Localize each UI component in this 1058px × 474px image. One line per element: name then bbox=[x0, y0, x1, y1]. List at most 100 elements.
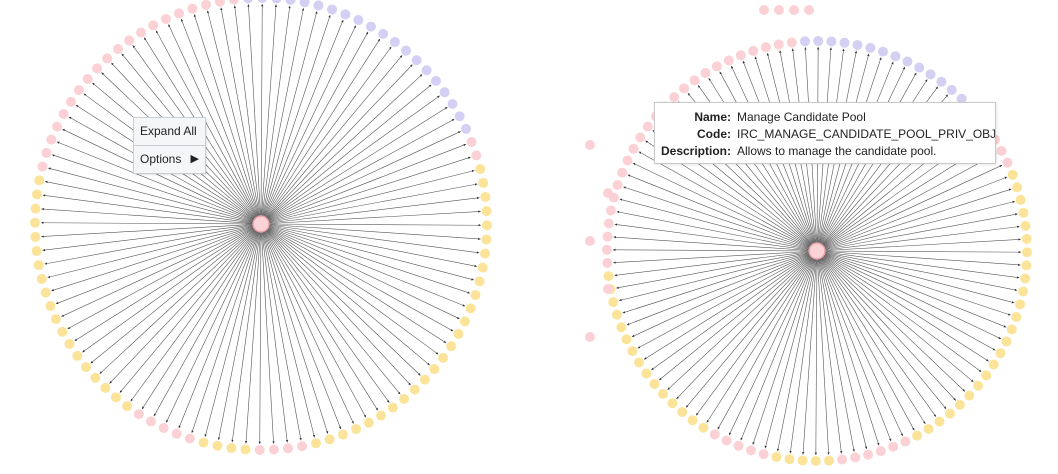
child-node[interactable] bbox=[611, 309, 622, 320]
child-node[interactable] bbox=[723, 55, 734, 66]
child-node[interactable] bbox=[40, 287, 51, 298]
child-node[interactable] bbox=[254, 444, 265, 455]
child-node[interactable] bbox=[64, 339, 75, 350]
child-node[interactable] bbox=[41, 147, 52, 158]
child-node[interactable] bbox=[447, 98, 458, 109]
child-node[interactable] bbox=[81, 362, 92, 373]
child-node[interactable] bbox=[454, 111, 465, 122]
child-node[interactable] bbox=[480, 191, 491, 202]
child-node[interactable] bbox=[158, 422, 169, 433]
child-node[interactable] bbox=[271, 0, 282, 4]
child-node[interactable] bbox=[470, 290, 481, 301]
child-node[interactable] bbox=[711, 61, 722, 72]
child-node[interactable] bbox=[387, 402, 398, 413]
child-node[interactable] bbox=[376, 410, 387, 421]
child-node[interactable] bbox=[430, 75, 441, 86]
child-node[interactable] bbox=[745, 445, 756, 456]
child-node[interactable] bbox=[228, 0, 239, 5]
child-node[interactable] bbox=[865, 42, 876, 53]
child-node[interactable] bbox=[102, 53, 113, 64]
child-node[interactable] bbox=[852, 39, 863, 50]
child-node[interactable] bbox=[603, 271, 614, 282]
child-node[interactable] bbox=[31, 246, 42, 257]
child-node[interactable] bbox=[58, 109, 69, 120]
child-node[interactable] bbox=[964, 390, 975, 401]
child-node[interactable] bbox=[954, 399, 965, 410]
child-node[interactable] bbox=[171, 428, 182, 439]
child-node[interactable] bbox=[446, 341, 457, 352]
child-node[interactable] bbox=[839, 37, 850, 48]
child-node[interactable] bbox=[299, 0, 310, 8]
child-node[interactable] bbox=[481, 206, 492, 217]
child-node[interactable] bbox=[324, 434, 335, 445]
child-node[interactable] bbox=[466, 136, 477, 147]
child-node[interactable] bbox=[340, 9, 351, 20]
child-node[interactable] bbox=[135, 27, 146, 38]
child-node[interactable] bbox=[122, 401, 133, 412]
child-node[interactable] bbox=[621, 334, 632, 345]
child-node[interactable] bbox=[82, 73, 93, 84]
child-node[interactable] bbox=[1011, 312, 1022, 323]
child-node[interactable] bbox=[995, 348, 1006, 359]
child-node[interactable] bbox=[689, 75, 700, 86]
child-node[interactable] bbox=[465, 303, 476, 314]
child-node[interactable] bbox=[890, 51, 901, 62]
expand-all-menu-item[interactable]: Expand All bbox=[134, 118, 205, 145]
child-node[interactable] bbox=[733, 440, 744, 451]
child-node[interactable] bbox=[478, 177, 489, 188]
child-node[interactable] bbox=[635, 132, 646, 143]
child-node[interactable] bbox=[649, 378, 660, 389]
child-node[interactable] bbox=[622, 155, 633, 166]
child-node[interactable] bbox=[642, 121, 653, 132]
child-node[interactable] bbox=[914, 62, 925, 73]
child-node[interactable] bbox=[946, 84, 957, 95]
child-node[interactable] bbox=[800, 36, 811, 47]
child-node[interactable] bbox=[677, 407, 688, 418]
child-node[interactable] bbox=[31, 189, 42, 200]
child-node[interactable] bbox=[45, 301, 56, 312]
expanded-node[interactable] bbox=[603, 284, 613, 294]
child-node[interactable] bbox=[823, 455, 834, 466]
child-node[interactable] bbox=[850, 452, 861, 463]
child-node[interactable] bbox=[399, 393, 410, 404]
child-node[interactable] bbox=[327, 4, 338, 15]
child-node[interactable] bbox=[240, 444, 251, 455]
center-node[interactable] bbox=[808, 242, 826, 260]
child-node[interactable] bbox=[1001, 336, 1012, 347]
child-node[interactable] bbox=[36, 273, 47, 284]
child-node[interactable] bbox=[956, 93, 967, 104]
child-node[interactable] bbox=[353, 15, 364, 26]
child-node[interactable] bbox=[617, 167, 628, 178]
expanded-node[interactable] bbox=[759, 5, 769, 15]
child-node[interactable] bbox=[133, 409, 144, 420]
child-node[interactable] bbox=[936, 76, 947, 87]
child-node[interactable] bbox=[878, 46, 889, 57]
center-node[interactable] bbox=[252, 215, 270, 233]
child-node[interactable] bbox=[612, 179, 623, 190]
child-node[interactable] bbox=[184, 433, 195, 444]
child-node[interactable] bbox=[338, 429, 349, 440]
child-node[interactable] bbox=[735, 50, 746, 61]
child-node[interactable] bbox=[481, 220, 492, 231]
child-node[interactable] bbox=[1012, 182, 1023, 193]
child-node[interactable] bbox=[34, 175, 45, 186]
child-node[interactable] bbox=[888, 441, 899, 452]
child-node[interactable] bbox=[837, 454, 848, 465]
child-node[interactable] bbox=[996, 145, 1007, 156]
child-node[interactable] bbox=[813, 36, 824, 47]
child-node[interactable] bbox=[1007, 169, 1018, 180]
child-node[interactable] bbox=[57, 326, 68, 337]
child-node[interactable] bbox=[148, 20, 159, 31]
child-node[interactable] bbox=[72, 350, 83, 361]
child-node[interactable] bbox=[310, 438, 321, 449]
child-node[interactable] bbox=[50, 314, 61, 325]
child-node[interactable] bbox=[988, 359, 999, 370]
child-node[interactable] bbox=[934, 416, 945, 427]
child-node[interactable] bbox=[65, 96, 76, 107]
child-node[interactable] bbox=[110, 392, 121, 403]
expanded-node[interactable] bbox=[789, 5, 799, 15]
child-node[interactable] bbox=[268, 444, 279, 455]
child-node[interactable] bbox=[313, 0, 324, 11]
child-node[interactable] bbox=[474, 276, 485, 287]
